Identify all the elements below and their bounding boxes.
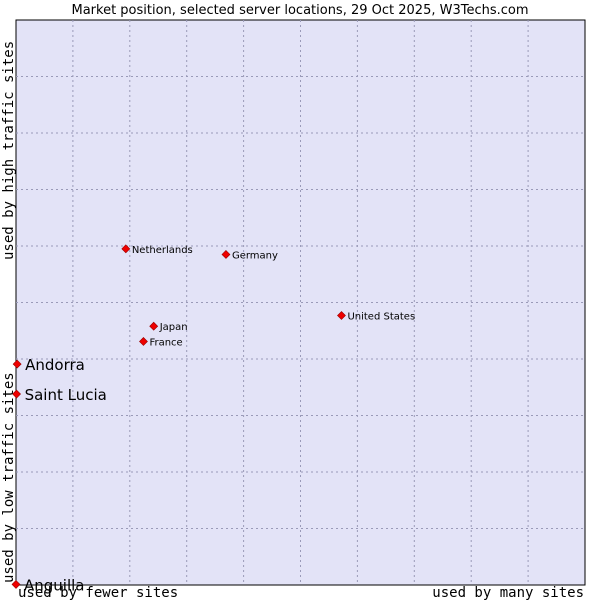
data-point-andorra: Andorra xyxy=(12,356,85,374)
x-axis-label-right: used by many sites xyxy=(432,585,584,600)
point-marker xyxy=(149,321,159,331)
point-label: France xyxy=(149,337,182,348)
data-point-japan: Japan xyxy=(149,321,188,333)
y-axis-label-top: used by high traffic sites xyxy=(1,41,17,260)
chart-title: Market position, selected server locatio… xyxy=(71,3,528,18)
point-label: Netherlands xyxy=(132,245,193,256)
data-point-saint-lucia: Saint Lucia xyxy=(12,386,107,404)
x-axis-label-left: used by fewer sites xyxy=(18,585,178,600)
data-point-germany: Germany xyxy=(221,250,278,261)
point-marker xyxy=(12,389,21,399)
data-points: Netherlands Germany United States Japan Fran… xyxy=(11,244,415,594)
data-point-france: France xyxy=(139,337,183,348)
point-marker xyxy=(139,337,148,346)
data-point-anguilla: Anguilla xyxy=(11,576,85,594)
point-marker xyxy=(121,244,131,254)
point-label: Anguilla xyxy=(24,576,85,594)
point-marker xyxy=(337,311,346,320)
point-label: Japan xyxy=(159,322,188,333)
point-marker xyxy=(11,580,21,589)
data-point-united-states: United States xyxy=(337,311,415,322)
point-marker xyxy=(12,359,22,369)
point-label: Andorra xyxy=(25,356,85,374)
point-label: United States xyxy=(347,311,415,322)
point-label: Saint Lucia xyxy=(25,386,107,404)
point-label: Germany xyxy=(232,250,278,261)
point-marker xyxy=(221,250,231,259)
grid-lines xyxy=(16,20,585,585)
data-point-netherlands: Netherlands xyxy=(121,244,193,256)
y-axis-label-bottom: used by low traffic sites xyxy=(1,372,17,583)
